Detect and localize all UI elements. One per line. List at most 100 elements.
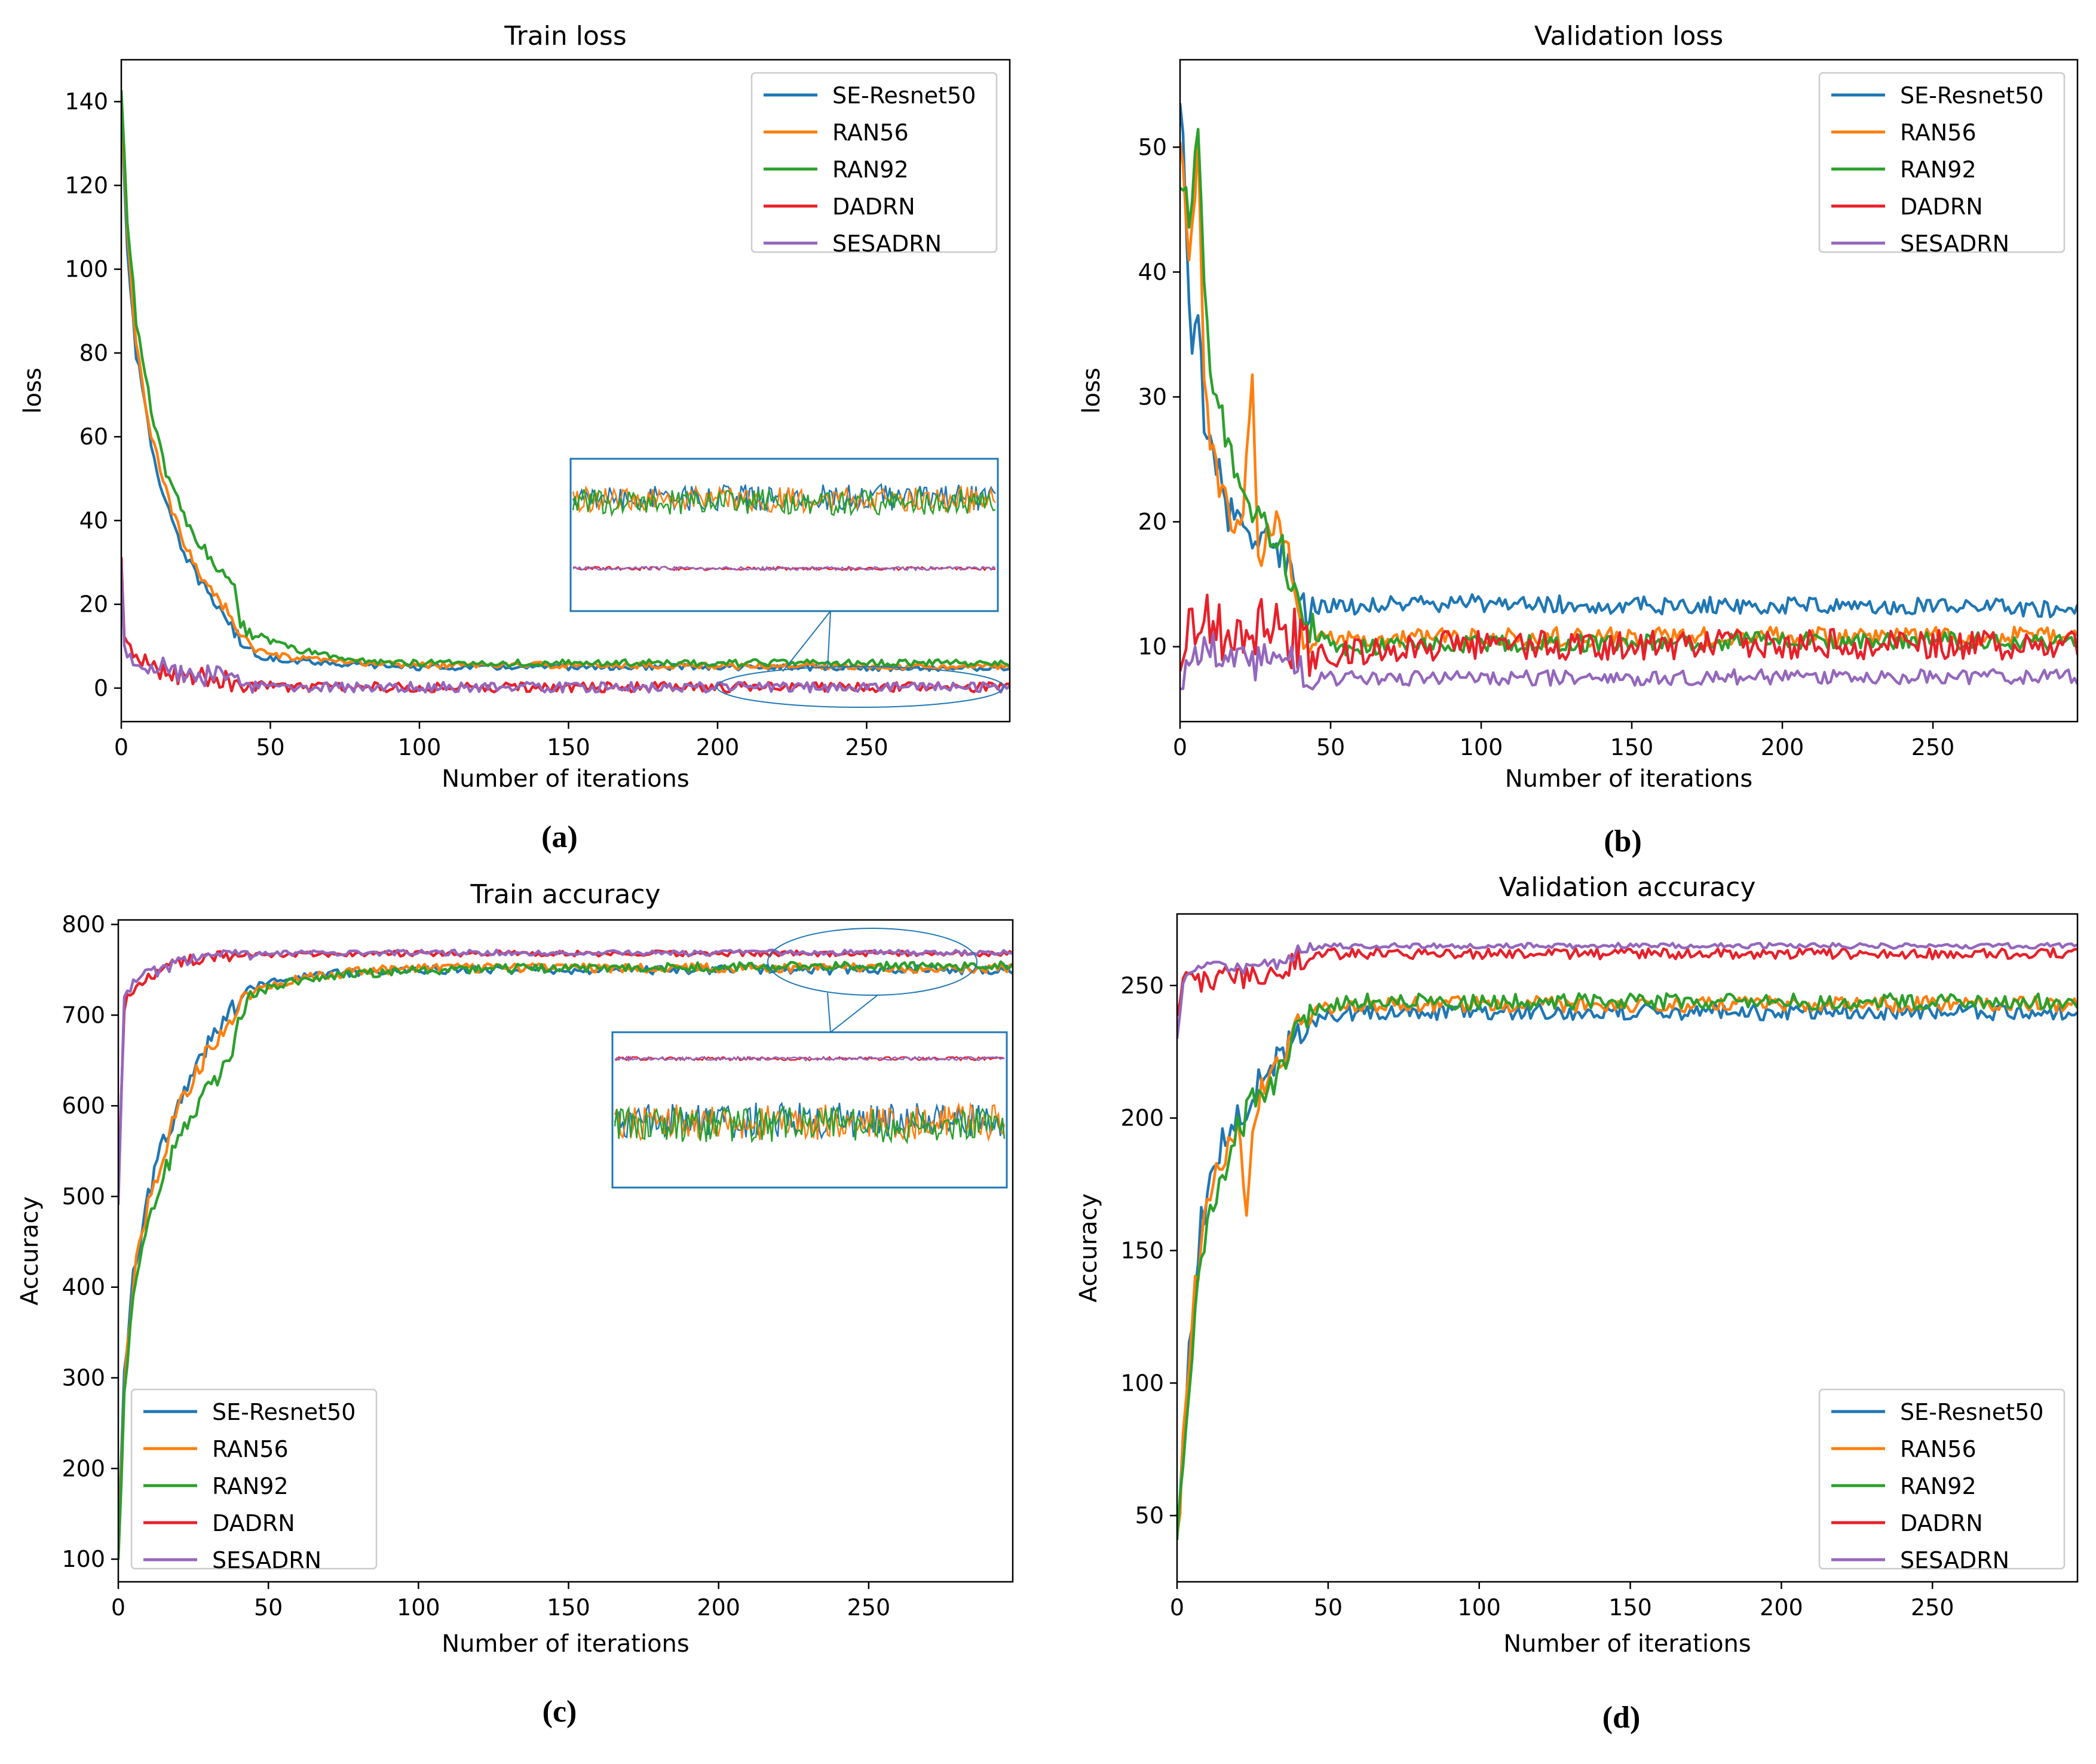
x-axis-label: Number of iterations <box>1505 765 1753 793</box>
legend-label: RAN92 <box>212 1473 289 1499</box>
x-tick-label: 200 <box>1761 734 1804 760</box>
series-line-ran92 <box>121 90 1010 668</box>
series-line-dadrn <box>1180 593 2077 677</box>
legend-label: RAN92 <box>832 157 909 183</box>
zoom-inset <box>569 458 1004 708</box>
legend-label: SESADRN <box>212 1547 321 1573</box>
x-tick-label: 100 <box>1457 1594 1501 1621</box>
y-axis-label: Accuracy <box>1075 1194 1102 1303</box>
legend-label: DADRN <box>832 194 915 220</box>
inset-box <box>569 458 999 612</box>
legend-label: RAN56 <box>832 119 909 146</box>
y-tick-label: 500 <box>62 1183 105 1210</box>
panel-label: (b) <box>1604 824 1642 858</box>
y-tick-label: 20 <box>1138 509 1167 535</box>
y-tick-label: 80 <box>79 340 108 366</box>
y-tick-label: 0 <box>94 675 108 701</box>
x-tick-label: 250 <box>847 1594 891 1621</box>
callout-line <box>830 994 879 1033</box>
x-tick-label: 100 <box>1460 734 1503 760</box>
callout-line <box>827 992 831 1033</box>
chart-a: Train loss 0 50 100 150 200 250 0 20 40 60 80 100 120… <box>19 21 1011 854</box>
y-tick-label: 300 <box>62 1364 105 1391</box>
zoom-ellipse <box>716 666 1004 708</box>
plot-frame <box>1176 913 2079 1583</box>
x-tick-label: 250 <box>1911 734 1955 760</box>
y-tick-label: 60 <box>79 424 108 450</box>
panel-label: (d) <box>1602 1701 1641 1735</box>
legend-label: DADRN <box>212 1510 295 1536</box>
y-tick-label: 100 <box>62 1546 105 1572</box>
x-tick-label: 0 <box>1170 1594 1184 1621</box>
y-tick-label: 600 <box>62 1093 105 1119</box>
x-tick-label: 0 <box>1173 734 1187 760</box>
inset-line-sesadrn <box>572 565 996 572</box>
plot-frame <box>120 59 1011 723</box>
legend-label: SESADRN <box>1900 1547 2009 1573</box>
y-tick-label: 40 <box>79 507 108 533</box>
x-axis-label: Number of iterations <box>1503 1630 1751 1658</box>
y-tick-label: 50 <box>1138 134 1167 160</box>
chart-title: Train accuracy <box>470 879 660 910</box>
series-line-ran56 <box>1180 131 2077 654</box>
x-tick-label: 50 <box>254 1594 283 1621</box>
panel-label: (a) <box>541 820 578 854</box>
series-line-ran56 <box>1177 995 2077 1536</box>
y-tick-label: 100 <box>65 256 108 283</box>
y-axis-label: Accuracy <box>16 1197 44 1306</box>
x-axis-label: Number of iterations <box>442 1630 690 1658</box>
chart-d: Validation accuracy 0 50 100 150 200 250 50 100 1… <box>1075 872 2079 1735</box>
x-tick-label: 250 <box>845 734 888 760</box>
legend-label: RAN56 <box>212 1436 289 1462</box>
plot-frame <box>117 919 1014 1583</box>
x-tick-label: 50 <box>1314 1594 1343 1621</box>
series-group <box>1177 941 2077 1540</box>
y-tick-label: 700 <box>62 1002 105 1028</box>
x-tick-label: 100 <box>398 734 442 760</box>
series-line-se-resnet50 <box>1180 103 2077 628</box>
x-axis-label: Number of iterations <box>442 765 690 793</box>
legend-label: DADRN <box>1900 1510 1983 1536</box>
legend-label: SE-Resnet50 <box>1900 1399 2043 1425</box>
y-tick-label: 30 <box>1138 384 1167 410</box>
series-line-sesadrn <box>1180 632 2077 691</box>
series-line-ran92 <box>1177 992 2077 1540</box>
plot-frame <box>1179 59 2079 723</box>
series-line-dadrn <box>1177 947 2077 1017</box>
zoom-inset <box>611 928 1008 1189</box>
x-tick-label: 0 <box>114 734 128 760</box>
x-tick-label: 50 <box>256 734 284 760</box>
legend: SE-Resnet50 RAN56 RAN92 DADRN SESADRN <box>750 72 998 257</box>
legend: SE-Resnet50 RAN56 RAN92 DADRN SESADRN <box>130 1388 378 1573</box>
y-tick-label: 250 <box>1120 972 1164 999</box>
legend-label: RAN92 <box>1900 1473 1977 1499</box>
callout-line <box>827 611 831 670</box>
y-tick-label: 200 <box>62 1455 105 1481</box>
y-tick-label: 200 <box>1120 1105 1164 1131</box>
x-tick-label: 200 <box>1760 1594 1803 1621</box>
callout-line <box>782 611 831 672</box>
legend-label: SE-Resnet50 <box>832 82 976 109</box>
x-tick-label: 50 <box>1316 734 1345 760</box>
x-tick-label: 0 <box>111 1594 125 1621</box>
inset-line-ran56 <box>572 484 996 515</box>
y-tick-label: 20 <box>79 591 108 618</box>
y-tick-label: 400 <box>62 1274 105 1300</box>
y-tick-label: 100 <box>1120 1370 1164 1396</box>
legend: SE-Resnet50 RAN56 RAN92 DADRN SESADRN <box>1818 1388 2066 1573</box>
x-tick-label: 150 <box>1610 734 1654 760</box>
legend-label: SE-Resnet50 <box>212 1399 356 1425</box>
y-tick-label: 10 <box>1138 634 1167 660</box>
chart-title: Validation loss <box>1534 21 1723 51</box>
chart-c: Train accuracy 0 50 100 150 200 250 100 200 300 40… <box>16 879 1014 1729</box>
x-tick-label: 250 <box>1911 1594 1954 1621</box>
y-axis-label: loss <box>1078 367 1105 413</box>
legend-label: RAN92 <box>1900 157 1977 183</box>
series-group <box>118 948 1013 1560</box>
chart-title: Train loss <box>504 21 627 51</box>
legend-label: RAN56 <box>1900 1436 1977 1462</box>
inset-line-ran92 <box>614 1105 1006 1145</box>
inset-line-se-resnet50 <box>572 483 996 513</box>
